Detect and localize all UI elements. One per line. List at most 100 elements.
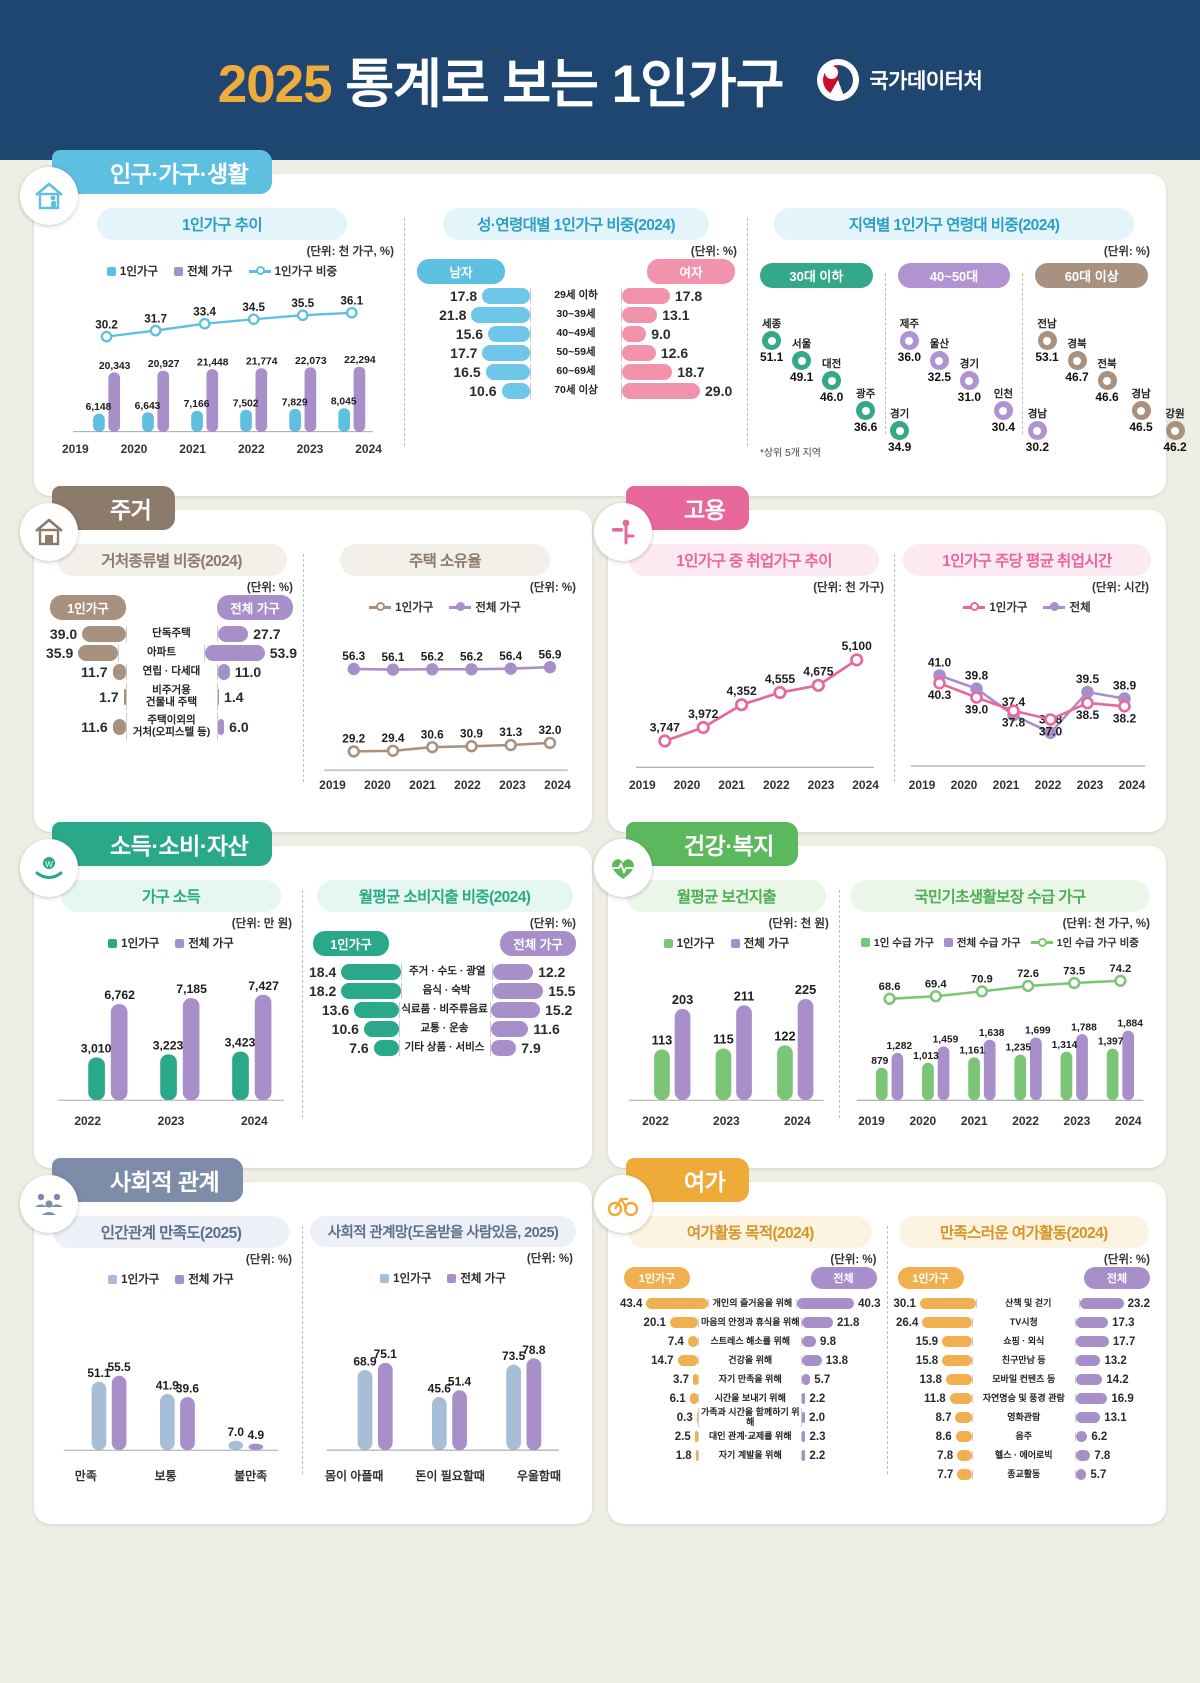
total-value: 1.4 (224, 688, 244, 705)
single-bar (695, 1450, 699, 1461)
single-value: 10.6 (331, 1021, 359, 1037)
total-value: 40.3 (858, 1297, 881, 1310)
male-value: 15.6 (455, 326, 484, 342)
legend-item: 1인 수급 가구 비중 (1030, 935, 1139, 950)
panel-population: 인구·가구·생활 1인가구 추이 (단위: 천 가구, %) 1인가구 전체 가… (20, 150, 1187, 496)
row-income-health: W 소득·소비·자산 가구 소득 (단위: 만 원) 1인가구 전체 가구 3,… (20, 822, 1166, 1168)
x-axis-label: 2019 (628, 778, 656, 792)
total-value: 6.0 (229, 718, 249, 735)
male-bar (471, 307, 530, 323)
single-bar (689, 1393, 699, 1404)
ownership-chart-svg: 56.3 56.1 56.2 56.2 56.4 56.9 29.2 29.4 30.6 30.9… (324, 648, 568, 771)
region-bubble: 세종 51.1 (760, 316, 783, 364)
category-label: 50~59세 (530, 345, 622, 361)
svg-text:56.2: 56.2 (421, 650, 444, 663)
svg-text:211: 211 (734, 988, 755, 1003)
region-value: 46.5 (1129, 420, 1153, 434)
x-axis-label: 2022 (74, 1114, 102, 1128)
single-value: 1.7 (99, 688, 119, 705)
svg-text:115: 115 (713, 1032, 734, 1047)
table-row: 35.9 아파트 53.9 (46, 645, 297, 661)
single-pill: 1인가구 (50, 595, 126, 620)
x-axis-label: 2022 (642, 1114, 669, 1128)
house-person-icon (20, 167, 78, 225)
svg-text:31.7: 31.7 (144, 312, 167, 325)
total-bar (492, 983, 544, 999)
category-label: TV시청 (971, 1317, 1076, 1328)
single-bar (957, 1450, 972, 1461)
chart-gender-age-share: 성·연령대별 1인가구 비중(2024) (단위: %) 남자 여자 17.8 2… (411, 208, 741, 456)
male-bar (501, 383, 530, 399)
single-bar (919, 1298, 977, 1309)
panel-income: W 소득·소비·자산 가구 소득 (단위: 만 원) 1인가구 전체 가구 3,… (20, 822, 592, 1168)
chart-social-network: 사회적 관계망(도움받을 사람있음, 2025) (단위: %) 1인가구 전체… (309, 1216, 577, 1484)
single-value: 11.6 (81, 718, 108, 735)
table-row: 7.6 기타 상품 · 서비스 7.9 (309, 1040, 580, 1056)
x-axis-label: 만족 (74, 1469, 97, 1483)
government-logo: 국가데이터처 (817, 59, 983, 101)
total-bar (1075, 1374, 1103, 1385)
svg-text:68.6: 68.6 (878, 981, 900, 993)
female-value: 12.6 (660, 345, 689, 361)
category-label: 70세 이상 (530, 383, 622, 399)
x-axis-label: 2021 (960, 1114, 988, 1128)
chart-employed-single-households: 1인가구 중 취업가구 추이 (단위: 천 가구) 3,747 3,972 4,35… (620, 544, 888, 792)
x-axis-label: 2024 (240, 1114, 268, 1128)
x-axis-label: 2023 (157, 1114, 185, 1128)
single-bar (354, 1002, 399, 1018)
x-axis-label: 2024 (544, 778, 571, 792)
svg-text:75.1: 75.1 (374, 1347, 398, 1361)
svg-text:1,235: 1,235 (1005, 1043, 1031, 1054)
table-row: 10.6 교통 · 운송 11.6 (309, 1021, 580, 1037)
category-label: 교통 · 운송 (398, 1021, 491, 1037)
single-bar (955, 1412, 972, 1423)
chart-relationship-satisfaction: 인간관계 만족도(2025) (단위: %) 1인가구 전체 가구 51.1 55… (46, 1216, 296, 1484)
category-label: 비주거용 건물내 주택 (125, 683, 218, 711)
region-group: 60대 이상 전남 53.1 경북 46.7 전북 46.6 경남 46.5 강원 46.2 (1029, 263, 1187, 454)
region-name: 제주 (899, 318, 920, 330)
single-value: 35.9 (46, 645, 74, 661)
region-bubble: 울산 32.5 (928, 336, 951, 384)
table-row: 1.7 비주거용 건물내 주택 1.4 (46, 683, 297, 711)
svg-text:37.0: 37.0 (1039, 725, 1063, 739)
table-row: 3.7 자기 만족을 위해 5.7 (620, 1371, 881, 1388)
chart-title: 가구 소득 (61, 880, 281, 912)
single-bar (123, 688, 126, 705)
total-bar (217, 688, 220, 705)
region-group-header: 30대 이하 (760, 263, 873, 288)
single-value: 30.1 (893, 1297, 916, 1310)
male-value: 10.6 (469, 383, 497, 399)
total-value: 12.2 (538, 964, 566, 980)
total-value: 17.7 (1112, 1335, 1136, 1348)
total-value: 23.2 (1127, 1297, 1150, 1310)
single-value: 43.4 (620, 1297, 643, 1310)
row-social-leisure: 사회적 관계 인간관계 만족도(2025) (단위: %) 1인가구 전체 가구… (20, 1158, 1166, 1524)
single-bar (957, 1469, 972, 1480)
single-bar (677, 1355, 699, 1366)
svg-text:29.2: 29.2 (342, 733, 365, 746)
svg-text:8,045: 8,045 (331, 397, 357, 408)
table-row: 11.7 연립 · 다세대 11.0 (46, 664, 297, 680)
category-label: 종교활동 (971, 1469, 1076, 1480)
satisfaction-chart-svg: 51.155.5 41.939.6 7.0 4.9 (63, 1360, 279, 1451)
bubble-dot (1037, 331, 1057, 350)
single-value: 3.7 (673, 1373, 690, 1386)
region-name: 대전 (822, 358, 842, 370)
region-value: 31.0 (957, 390, 982, 404)
single-bar (694, 1431, 699, 1442)
home-icon (20, 503, 78, 561)
svg-text:74.2: 74.2 (1109, 963, 1131, 975)
total-value: 5.7 (814, 1373, 831, 1386)
total-value: 6.2 (1091, 1430, 1108, 1443)
category-label: 음식 · 숙박 (400, 983, 493, 999)
category-label: 헬스 · 에어로빅 (971, 1450, 1076, 1461)
bubble-dot (929, 351, 949, 370)
bubble-dot (822, 371, 842, 390)
x-axis-labels: 만족 보통 불만족 (46, 1463, 296, 1484)
category-label: 산책 및 걷기 (976, 1298, 1081, 1309)
chart-unit: (단위: 천 가구, %) (306, 246, 394, 258)
table-row: 15.6 40~49세 9.0 (411, 326, 741, 342)
legend-item: 전체 가구 (449, 599, 521, 615)
category-label: 스트레스 해소를 위해 (698, 1336, 803, 1347)
category-label: 가족과 시간을 함께하기 위해 (698, 1407, 803, 1428)
